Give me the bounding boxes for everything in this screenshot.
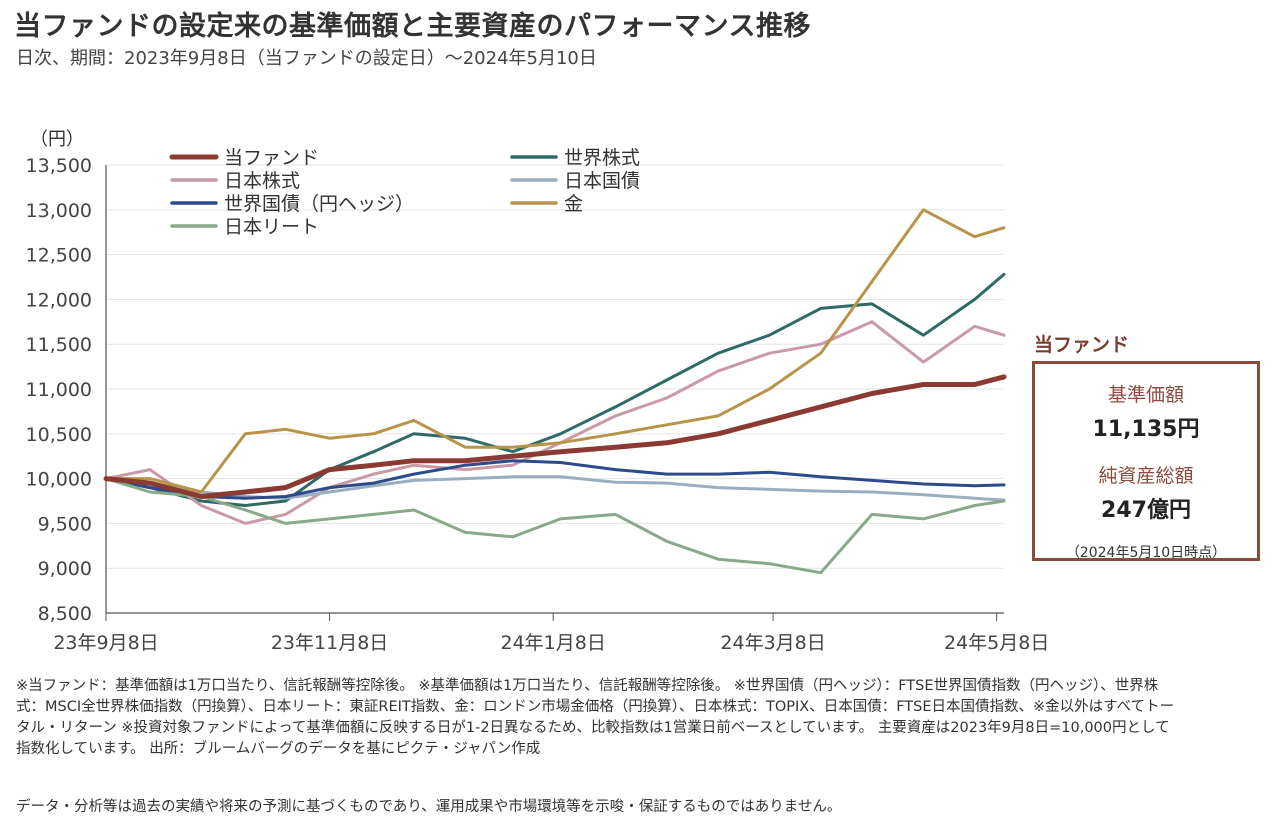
legend-label: 日本リート	[224, 216, 319, 238]
nav-value: 11,135円	[1092, 417, 1200, 442]
net-assets-value: 247億円	[1101, 498, 1191, 523]
y-tick-label: 12,500	[26, 245, 92, 267]
disclaimer: データ・分析等は過去の実績や将来の予測に基づくものであり、運用成果や市場環境等を…	[16, 799, 842, 815]
series-line	[104, 477, 1006, 575]
y-tick-label: 8,500	[38, 603, 92, 625]
x-tick-label: 23年9月8日	[53, 632, 158, 654]
series-line	[103, 374, 1007, 499]
x-tick-label: 24年3月8日	[720, 632, 825, 654]
as-of-date: （2024年5月10日時点）	[1065, 545, 1227, 561]
legend-label: 日本株式	[224, 170, 300, 192]
y-tick-label: 9,500	[38, 513, 92, 535]
y-tick-label: 9,000	[38, 558, 92, 580]
y-tick-label: 12,000	[26, 289, 92, 311]
x-tick-label: 24年5月8日	[944, 632, 1049, 654]
legend-label: 日本国債	[564, 170, 640, 192]
y-tick-label: 13,500	[26, 155, 92, 177]
legend-label: 世界国債（円ヘッジ）	[224, 193, 414, 215]
series-line	[104, 272, 1006, 507]
nav-label: 基準価額	[1107, 384, 1184, 406]
y-tick-label: 10,500	[26, 424, 92, 446]
x-tick-label: 23年11月8日	[271, 632, 388, 654]
legend-label: 当ファンド	[224, 147, 319, 169]
x-tick-label: 24年1月8日	[500, 632, 605, 654]
chart-subtitle: 日次、期間：2023年9月8日（当ファンドの設定日）～2024年5月10日	[16, 48, 597, 69]
y-tick-label: 11,500	[26, 334, 92, 356]
series-line	[104, 459, 1006, 500]
y-axis-unit-label: （円）	[30, 129, 84, 150]
fund-label: 当ファンド	[1034, 334, 1130, 356]
y-tick-label: 10,000	[26, 469, 92, 491]
footnotes: ※当ファンド：基準価額は1万口当たり、信託報酬等控除後。 ※基準価額は1万口当た…	[16, 678, 1175, 757]
y-tick-label: 11,000	[26, 379, 92, 401]
series-line	[104, 208, 1006, 494]
y-tick-label: 13,000	[26, 200, 92, 222]
legend-label: 世界株式	[564, 147, 640, 169]
fund-info-box: 基準価額 11,135円 純資産総額 247億円 （2024年5月10日時点）	[1032, 361, 1260, 561]
legend-label: 金	[564, 193, 583, 215]
chart-title: 当ファンドの設定来の基準価額と主要資産のパフォーマンス推移	[14, 11, 811, 42]
net-assets-label: 純資産総額	[1098, 465, 1194, 487]
